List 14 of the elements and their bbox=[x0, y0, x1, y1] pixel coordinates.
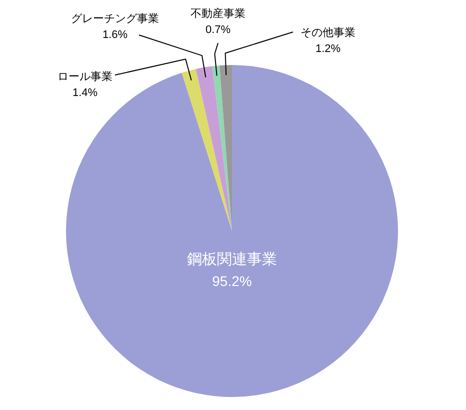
slice-label: その他事業 bbox=[300, 26, 356, 39]
pie-slice bbox=[66, 65, 398, 397]
pie-slice bbox=[182, 68, 232, 231]
pie-slice bbox=[196, 66, 232, 231]
slice-label: 不動産事業 bbox=[190, 7, 246, 20]
data-label: 1.2% bbox=[315, 43, 341, 55]
slice-label: グレーチング事業 bbox=[71, 12, 159, 25]
data-label: 1.6% bbox=[102, 29, 128, 41]
slice-label: ロール事業 bbox=[58, 70, 112, 83]
pie-slice bbox=[212, 65, 232, 231]
data-label: 95.2% bbox=[212, 273, 252, 289]
data-label: 1.4% bbox=[72, 87, 98, 99]
data-label: 0.7% bbox=[205, 24, 231, 36]
slice-label: 鋼板関連事業 bbox=[187, 250, 277, 268]
